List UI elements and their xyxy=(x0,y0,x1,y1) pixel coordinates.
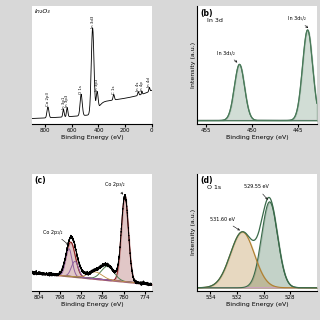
Text: In 4s: In 4s xyxy=(136,82,140,91)
Text: Co 2p₃/₂: Co 2p₃/₂ xyxy=(105,182,124,194)
Text: 529.55 eV: 529.55 eV xyxy=(244,184,269,199)
Text: O 1s: O 1s xyxy=(207,185,221,190)
Text: (b): (b) xyxy=(201,9,213,18)
Text: In 3p1: In 3p1 xyxy=(61,96,66,109)
Text: In₂O₃: In₂O₃ xyxy=(34,9,50,14)
Text: 531.60 eV: 531.60 eV xyxy=(210,217,239,230)
Text: (c): (c) xyxy=(34,176,46,185)
Text: In 3p3: In 3p3 xyxy=(65,94,69,107)
Text: C 1s: C 1s xyxy=(112,85,116,94)
Text: In 3d₅/₂: In 3d₅/₂ xyxy=(288,16,308,28)
Y-axis label: Intensity (a.u.): Intensity (a.u.) xyxy=(191,209,196,255)
Text: In 4p: In 4p xyxy=(140,81,144,91)
Text: In 3p3: In 3p3 xyxy=(95,79,99,91)
Text: In 4d: In 4d xyxy=(148,77,151,87)
Text: Co 2p3: Co 2p3 xyxy=(46,92,50,107)
X-axis label: Binding Energy (eV): Binding Energy (eV) xyxy=(60,302,123,307)
Text: In 3d₃/₂: In 3d₃/₂ xyxy=(217,50,237,62)
Y-axis label: Intensity (a.u.): Intensity (a.u.) xyxy=(191,42,196,88)
Text: In 3d3: In 3d3 xyxy=(91,15,95,28)
Text: In 3d: In 3d xyxy=(207,18,223,23)
Text: O 1s: O 1s xyxy=(79,85,83,94)
X-axis label: Binding Energy (eV): Binding Energy (eV) xyxy=(226,135,288,140)
X-axis label: Binding Energy (eV): Binding Energy (eV) xyxy=(226,302,288,307)
Text: (d): (d) xyxy=(201,176,213,185)
X-axis label: Binding Energy (eV): Binding Energy (eV) xyxy=(60,135,123,140)
Text: Co 2p₁/₂: Co 2p₁/₂ xyxy=(44,230,68,244)
